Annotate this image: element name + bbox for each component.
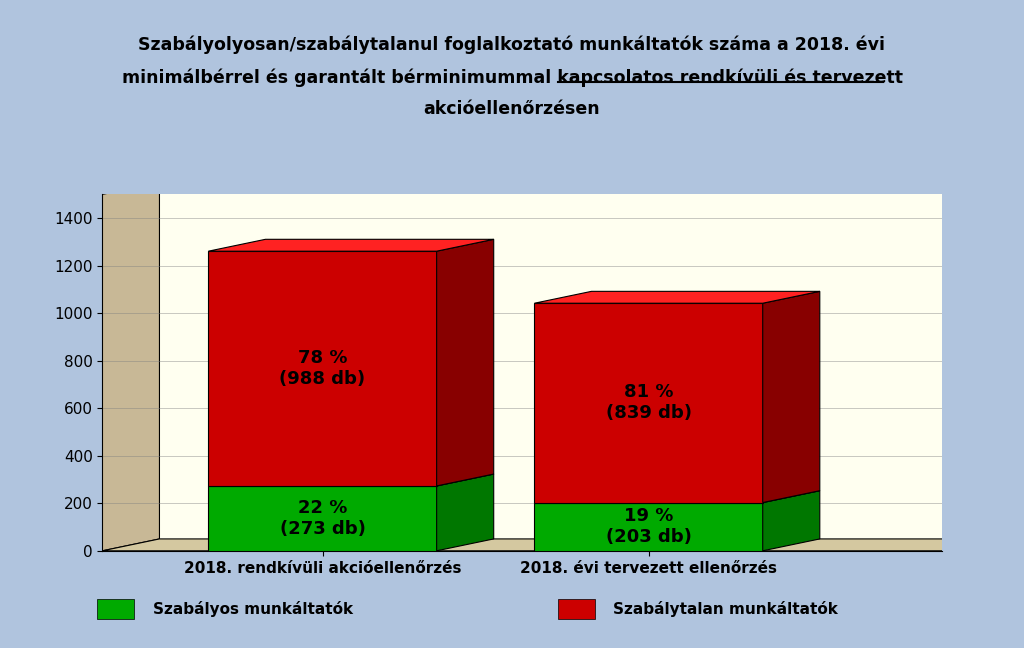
Polygon shape	[436, 474, 494, 551]
Polygon shape	[535, 292, 820, 303]
Bar	[535, 303, 763, 503]
Bar	[558, 599, 595, 619]
Polygon shape	[208, 239, 494, 251]
Text: 22 %
(273 db): 22 % (273 db)	[280, 499, 366, 538]
Polygon shape	[535, 491, 820, 503]
Text: minimálbérrel és garantált bérminimummal kapcsolatos rendkívüli és tervezett: minimálbérrel és garantált bérminimummal…	[122, 68, 902, 87]
Text: Szabályolyosan/szabálytalanul foglalkoztató munkáltatók száma a 2018. évi: Szabályolyosan/szabálytalanul foglalkozt…	[138, 36, 886, 54]
Text: 19 %
(203 db): 19 % (203 db)	[605, 507, 691, 546]
Polygon shape	[763, 292, 820, 503]
Bar	[208, 251, 436, 486]
Polygon shape	[436, 239, 494, 486]
Text: minimálbérrel és garantált bérminimummal kapcsolatos rendkívüli és tervezett: minimálbérrel és garantált bérminimummal…	[122, 68, 902, 87]
Polygon shape	[208, 474, 494, 486]
Polygon shape	[102, 183, 160, 551]
Text: 81 %
(839 db): 81 % (839 db)	[605, 384, 691, 422]
Bar	[535, 503, 763, 551]
Polygon shape	[763, 491, 820, 551]
Text: Szabálytalan munkáltatók: Szabálytalan munkáltatók	[613, 601, 839, 617]
Polygon shape	[102, 539, 999, 551]
Text: minimálbérrel és garantált bérminimummal kapcsolatos: minimálbérrel és garantált bérminimummal…	[233, 68, 791, 87]
Text: Szabályos munkáltatók: Szabályos munkáltatók	[153, 601, 352, 617]
Bar	[97, 599, 134, 619]
Text: akcióellenőrzésen: akcióellenőrzésen	[424, 100, 600, 119]
Bar	[208, 486, 436, 551]
Text: 78 %
(988 db): 78 % (988 db)	[280, 349, 366, 388]
